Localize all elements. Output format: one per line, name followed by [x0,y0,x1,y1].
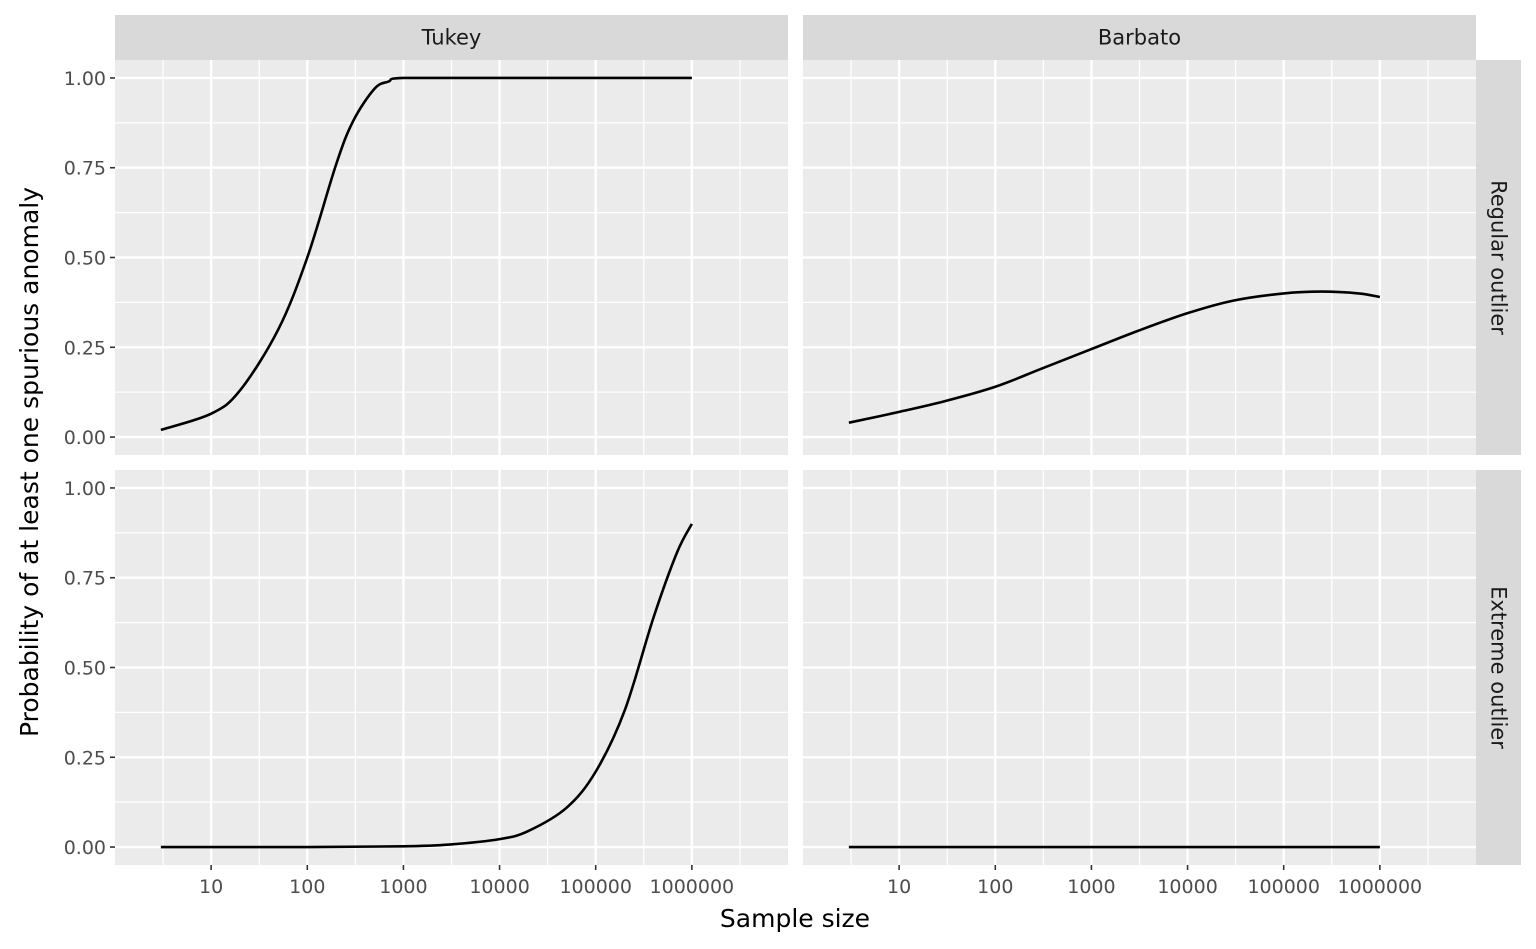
y-tick-label: 0.00 [64,837,106,859]
x-tick-label: 1000000 [650,876,735,898]
panel-0-1 [803,60,1476,455]
facet-strip-column [803,15,1476,60]
y-tick-label: 0.75 [64,158,106,180]
panel-0-0 [115,60,788,455]
x-tick-label: 1000 [379,876,427,898]
x-tick-label: 10000 [1157,876,1217,898]
facet-strip-label: Tukey [421,26,482,50]
x-tick-label: 1000 [1067,876,1115,898]
x-tick-label: 1000000 [1338,876,1423,898]
y-tick-label: 0.25 [64,337,106,359]
panel-1-0 [115,470,788,865]
y-tick-label: 0.50 [64,658,106,680]
facet-strip-label: Regular outlier [1487,180,1511,335]
x-tick-label: 100000 [559,876,632,898]
series-line-tukey-regular [160,76,692,432]
x-tick-label: 100 [977,876,1013,898]
y-tick-label: 0.25 [64,747,106,769]
y-tick-label: 1.00 [64,68,106,90]
x-tick-label: 100000 [1247,876,1320,898]
y-tick-label: 0.00 [64,427,106,449]
y-tick-label: 0.50 [64,248,106,270]
facet-strip-row [1476,470,1521,865]
series-line-barbato-regular [848,290,1381,424]
y-tick-label: 1.00 [64,478,106,500]
series-line-tukey-extreme [160,523,694,849]
facet-strip-row [1476,60,1521,455]
y-tick-label: 0.75 [64,568,106,590]
x-tick-label: 10 [199,876,223,898]
facet-strip-label: Extreme outlier [1487,586,1511,749]
x-tick-label: 10000 [469,876,529,898]
facet-strip-label: Barbato [1098,26,1181,50]
panel-1-1 [803,470,1476,865]
x-axis-title: Sample size [720,904,870,933]
y-axis-title: Probability of at least one spurious ano… [15,187,44,737]
x-tick-label: 10 [887,876,911,898]
x-tick-label: 100 [289,876,325,898]
panels-layer: Tukey Barbato Regular outlier Extreme outli… [64,15,1521,898]
facet-strip-column [115,15,788,60]
